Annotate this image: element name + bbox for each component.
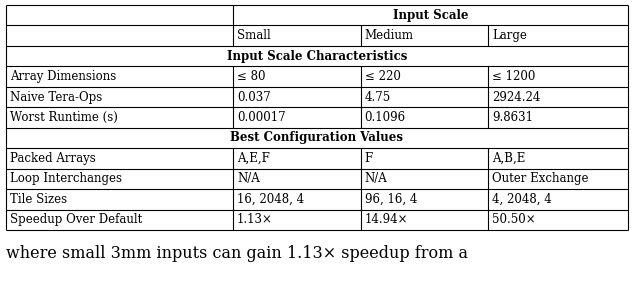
Text: A,E,F: A,E,F: [237, 152, 270, 165]
Text: Naive Tera-Ops: Naive Tera-Ops: [10, 90, 102, 104]
Text: 4.75: 4.75: [365, 90, 391, 104]
Text: Input Scale Characteristics: Input Scale Characteristics: [227, 50, 407, 63]
Text: Speedup Over Default: Speedup Over Default: [10, 213, 142, 226]
Text: Tile Sizes: Tile Sizes: [10, 193, 67, 206]
Text: Best Configuration Values: Best Configuration Values: [231, 131, 403, 144]
Text: N/A: N/A: [237, 172, 260, 185]
Text: F: F: [365, 152, 373, 165]
Text: 2924.24: 2924.24: [492, 90, 540, 104]
Text: Medium: Medium: [365, 29, 413, 42]
Text: N/A: N/A: [365, 172, 387, 185]
Text: ≤ 220: ≤ 220: [365, 70, 401, 83]
Text: 50.50×: 50.50×: [492, 213, 536, 226]
Text: 0.00017: 0.00017: [237, 111, 286, 124]
Text: 9.8631: 9.8631: [492, 111, 533, 124]
Text: Array Dimensions: Array Dimensions: [10, 70, 116, 83]
Text: Outer Exchange: Outer Exchange: [492, 172, 588, 185]
Text: 16, 2048, 4: 16, 2048, 4: [237, 193, 304, 206]
Text: Packed Arrays: Packed Arrays: [10, 152, 96, 165]
Text: Large: Large: [492, 29, 527, 42]
Text: ≤ 1200: ≤ 1200: [492, 70, 536, 83]
Text: Input Scale: Input Scale: [393, 9, 469, 22]
Text: where small 3mm inputs can gain 1.13× speedup from a: where small 3mm inputs can gain 1.13× sp…: [6, 246, 468, 262]
Text: ≤ 80: ≤ 80: [237, 70, 266, 83]
Text: 0.037: 0.037: [237, 90, 271, 104]
Text: Loop Interchanges: Loop Interchanges: [10, 172, 122, 185]
Text: 14.94×: 14.94×: [365, 213, 408, 226]
Text: 4, 2048, 4: 4, 2048, 4: [492, 193, 552, 206]
Text: Worst Runtime (s): Worst Runtime (s): [10, 111, 118, 124]
Text: Small: Small: [237, 29, 271, 42]
Text: A,B,E: A,B,E: [492, 152, 526, 165]
Text: 96, 16, 4: 96, 16, 4: [365, 193, 417, 206]
Text: 0.1096: 0.1096: [365, 111, 406, 124]
Text: 1.13×: 1.13×: [237, 213, 273, 226]
